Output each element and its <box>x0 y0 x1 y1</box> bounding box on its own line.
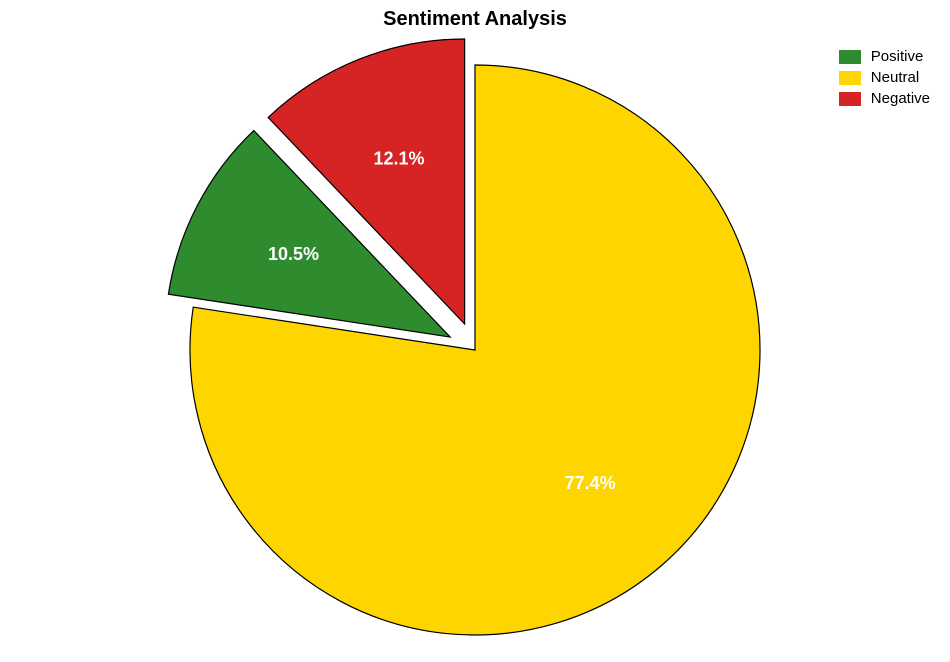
pie-label-positive: 10.5% <box>268 244 319 264</box>
legend-item-positive: Positive <box>839 48 930 65</box>
legend-swatch-negative <box>839 92 861 106</box>
legend-label-negative: Negative <box>871 90 930 107</box>
legend-item-negative: Negative <box>839 90 930 107</box>
pie-slice-neutral <box>190 65 760 635</box>
legend-item-neutral: Neutral <box>839 69 930 86</box>
pie-label-neutral: 77.4% <box>565 473 616 493</box>
legend: Positive Neutral Negative <box>839 48 930 111</box>
pie-svg: 77.4% 10.5% 12.1% <box>0 0 950 662</box>
legend-swatch-neutral <box>839 71 861 85</box>
sentiment-pie-chart: Sentiment Analysis 77.4%10.5%12.1% Posit… <box>0 0 950 662</box>
legend-label-positive: Positive <box>871 48 924 65</box>
pie-label-negative: 12.1% <box>374 149 425 169</box>
legend-label-neutral: Neutral <box>871 69 919 86</box>
legend-swatch-positive <box>839 50 861 64</box>
